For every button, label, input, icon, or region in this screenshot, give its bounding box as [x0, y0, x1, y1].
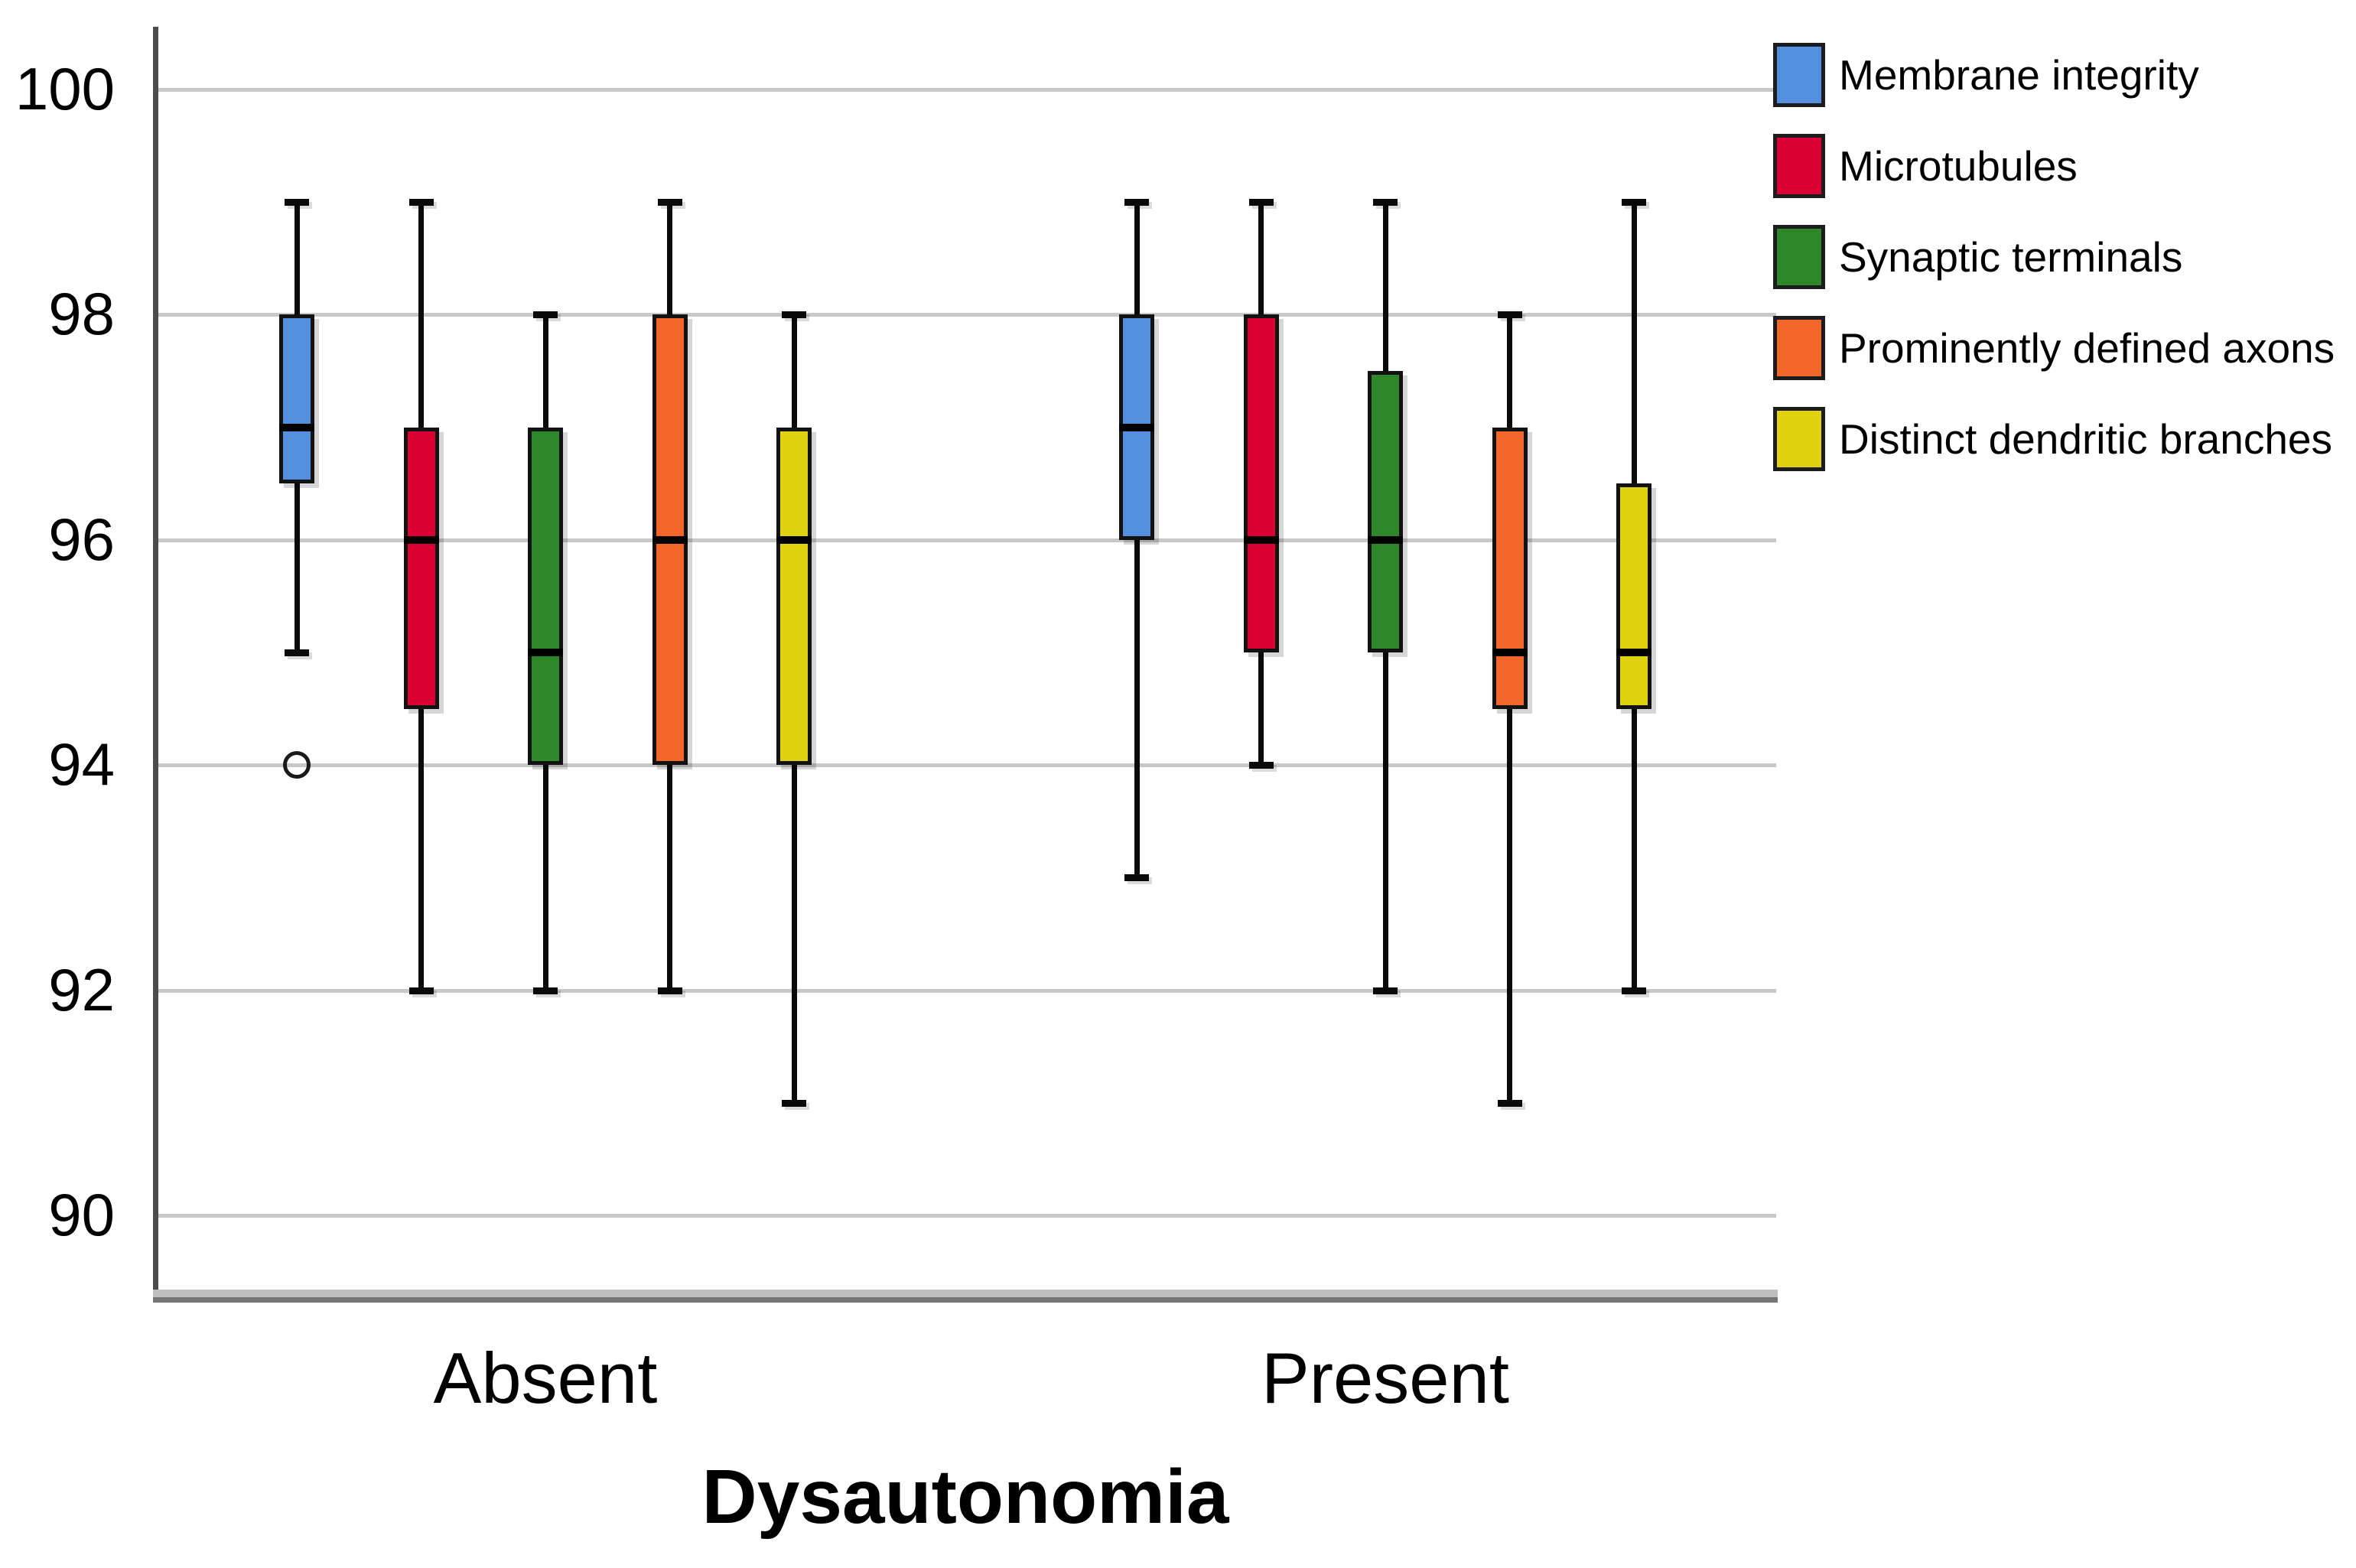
legend-swatch — [1773, 43, 1825, 107]
boxplot-box — [279, 314, 314, 484]
gridline — [155, 763, 1776, 768]
legend-item: Membrane integrity — [1773, 43, 2354, 110]
legend-item: Microtubules — [1773, 134, 2354, 201]
legend-swatch — [1773, 407, 1825, 471]
legend-label: Prominently defined axons — [1839, 324, 2335, 372]
gridline — [155, 538, 1776, 542]
median-line — [652, 535, 688, 544]
whisker-cap-min — [1248, 762, 1274, 769]
whisker-cap-max — [1622, 199, 1646, 207]
x-axis-title: Dysautonomia — [701, 1454, 1229, 1540]
legend-label: Membrane integrity — [1839, 51, 2199, 99]
whisker-cap-max — [533, 311, 558, 319]
whisker-cap-min — [533, 987, 558, 994]
median-line — [1243, 535, 1279, 544]
outlier-circle — [283, 751, 311, 779]
legend-item: Prominently defined axons — [1773, 316, 2354, 383]
legend-label: Synaptic terminals — [1839, 233, 2183, 281]
boxplot-box — [1616, 483, 1651, 709]
whisker-cap-min — [408, 987, 434, 994]
y-axis — [153, 27, 158, 1300]
x-category-label: Present — [1261, 1338, 1509, 1418]
whisker-cap-max — [285, 199, 309, 207]
whisker-cap-max — [408, 199, 434, 207]
whisker-cap-max — [782, 311, 806, 319]
legend-label: Distinct dendritic branches — [1839, 415, 2333, 463]
y-tick-label: 96 — [48, 505, 115, 573]
whisker-cap-min — [1124, 874, 1149, 882]
y-tick-label: 98 — [48, 280, 115, 348]
median-line — [1616, 649, 1651, 656]
gridline — [155, 988, 1776, 993]
legend-label: Microtubules — [1839, 142, 2078, 190]
y-tick-label: 100 — [15, 55, 115, 122]
whisker-cap-max — [657, 199, 682, 207]
boxplot-box — [403, 427, 439, 709]
median-line — [528, 649, 563, 656]
boxplot-box — [776, 427, 812, 766]
y-tick-label: 94 — [48, 730, 115, 799]
whisker-cap-max — [1248, 199, 1274, 207]
y-tick-label: 92 — [48, 955, 115, 1023]
boxplot-box — [1492, 427, 1528, 709]
boxplot-box — [1368, 371, 1403, 652]
whisker-cap-min — [1373, 987, 1398, 994]
median-line — [1492, 649, 1528, 656]
whisker — [1134, 202, 1140, 878]
whisker-cap-min — [285, 649, 309, 656]
median-line — [1368, 535, 1403, 544]
whisker-cap-max — [1124, 199, 1149, 207]
boxplot-box — [1243, 314, 1279, 652]
legend-swatch — [1773, 134, 1825, 198]
legend-item: Synaptic terminals — [1773, 225, 2354, 292]
boxplot-box — [528, 427, 563, 766]
legend-item: Distinct dendritic branches — [1773, 407, 2354, 474]
whisker-cap-min — [1622, 987, 1646, 994]
legend-swatch — [1773, 316, 1825, 380]
whisker-cap-max — [1373, 199, 1398, 207]
whisker-cap-min — [782, 1099, 806, 1107]
median-line — [403, 535, 439, 544]
gridline — [155, 1214, 1776, 1218]
legend-swatch — [1773, 225, 1825, 289]
median-line — [1119, 423, 1154, 431]
x-category-label: Absent — [433, 1338, 658, 1418]
median-line — [776, 535, 812, 544]
x-axis — [153, 1290, 1778, 1303]
y-tick-label: 90 — [48, 1181, 115, 1248]
gridline — [155, 88, 1776, 92]
gridline — [155, 313, 1776, 317]
whisker-cap-min — [657, 987, 682, 994]
median-line — [279, 423, 314, 431]
whisker-cap-max — [1497, 311, 1522, 319]
whisker-cap-min — [1497, 1099, 1522, 1107]
